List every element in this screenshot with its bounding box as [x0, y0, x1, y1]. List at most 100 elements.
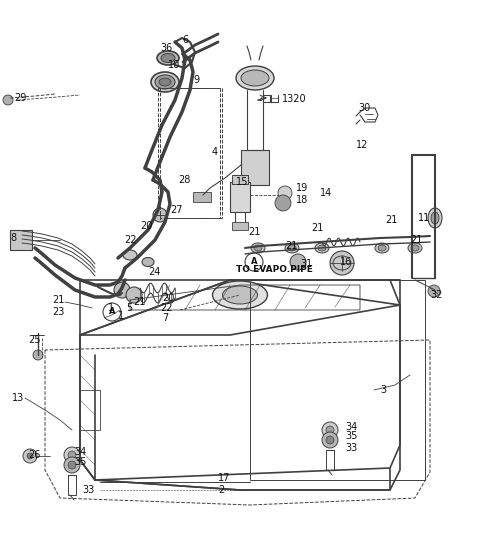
Text: 17: 17 [218, 473, 230, 483]
Text: 30: 30 [358, 103, 370, 113]
Text: 16: 16 [340, 257, 352, 267]
Bar [263, 95, 271, 102]
Ellipse shape [236, 66, 274, 90]
Text: 1320: 1320 [282, 94, 307, 104]
Bar [230, 182, 250, 212]
Ellipse shape [408, 243, 422, 253]
Circle shape [3, 95, 13, 105]
Text: 24: 24 [148, 267, 160, 277]
Text: 6: 6 [182, 35, 188, 45]
Text: 21: 21 [410, 235, 422, 245]
Ellipse shape [213, 281, 267, 309]
Text: 33: 33 [345, 443, 357, 453]
Text: 21: 21 [133, 297, 145, 307]
Text: 32: 32 [430, 290, 443, 300]
Bar [193, 192, 211, 202]
Circle shape [68, 451, 76, 459]
Circle shape [428, 285, 440, 297]
Circle shape [68, 461, 76, 469]
Ellipse shape [378, 245, 386, 251]
Text: 21: 21 [248, 227, 260, 237]
Circle shape [326, 436, 334, 444]
Text: 9: 9 [193, 75, 199, 85]
Text: 36: 36 [160, 43, 172, 53]
Ellipse shape [223, 286, 257, 304]
Ellipse shape [155, 75, 175, 89]
Bar [160, 88, 222, 218]
Text: 35: 35 [74, 457, 86, 467]
Text: 19: 19 [296, 183, 308, 193]
Circle shape [64, 457, 80, 473]
Text: 12: 12 [356, 140, 368, 150]
Text: 22: 22 [124, 235, 136, 245]
Ellipse shape [375, 243, 389, 253]
Text: 33: 33 [82, 485, 94, 495]
Ellipse shape [285, 243, 299, 253]
Circle shape [322, 422, 338, 438]
Ellipse shape [315, 243, 329, 253]
Text: 21: 21 [385, 215, 397, 225]
Text: 5: 5 [126, 303, 132, 313]
Ellipse shape [151, 72, 179, 92]
Ellipse shape [123, 250, 137, 260]
Ellipse shape [161, 54, 175, 62]
Text: TO EVAPO.PIPE: TO EVAPO.PIPE [236, 266, 313, 275]
Text: 35: 35 [345, 431, 358, 441]
Text: 14: 14 [320, 188, 332, 198]
Text: 25: 25 [28, 335, 40, 345]
Circle shape [153, 208, 167, 222]
Text: 34: 34 [74, 447, 86, 457]
Bar [232, 222, 248, 230]
Text: 7: 7 [162, 313, 168, 323]
Text: 28: 28 [178, 175, 191, 185]
Text: 20: 20 [162, 293, 174, 303]
Circle shape [326, 426, 334, 434]
Text: A: A [251, 257, 257, 267]
Circle shape [330, 251, 354, 275]
Ellipse shape [251, 243, 265, 253]
Circle shape [275, 195, 291, 211]
Ellipse shape [318, 245, 326, 251]
Circle shape [278, 186, 292, 200]
Bar [10, 230, 32, 250]
Text: 2: 2 [218, 485, 224, 495]
Text: 23: 23 [52, 307, 64, 317]
Circle shape [114, 282, 130, 298]
Circle shape [322, 432, 338, 448]
Text: 8: 8 [10, 233, 16, 243]
Text: 20: 20 [140, 221, 152, 231]
Text: 29: 29 [14, 93, 26, 103]
Text: 27: 27 [170, 205, 182, 215]
Ellipse shape [241, 70, 269, 86]
Text: 31: 31 [300, 259, 312, 269]
Ellipse shape [142, 257, 154, 267]
Text: 1: 1 [108, 303, 114, 313]
Bar [241, 150, 269, 185]
Text: A: A [109, 307, 115, 316]
Ellipse shape [159, 78, 171, 86]
Circle shape [23, 449, 37, 463]
Bar [232, 175, 248, 184]
Bar [158, 88, 220, 218]
Text: 18: 18 [296, 195, 308, 205]
Circle shape [126, 287, 142, 303]
Text: 1: 1 [118, 311, 124, 321]
Text: 10: 10 [168, 60, 180, 70]
Ellipse shape [254, 245, 262, 251]
Text: 26: 26 [28, 450, 40, 460]
Text: 21: 21 [311, 223, 324, 233]
Circle shape [27, 453, 33, 459]
Circle shape [290, 254, 306, 270]
Text: 4: 4 [212, 147, 218, 157]
Ellipse shape [428, 208, 442, 228]
Ellipse shape [157, 51, 179, 65]
Text: 22: 22 [160, 303, 172, 313]
Text: 11: 11 [418, 213, 430, 223]
Ellipse shape [288, 245, 296, 251]
Text: 21: 21 [285, 241, 298, 251]
Text: 13: 13 [12, 393, 24, 403]
Text: 34: 34 [345, 422, 357, 432]
Text: 21: 21 [52, 295, 64, 305]
Text: 15: 15 [236, 177, 248, 187]
Bar [250, 280, 425, 480]
